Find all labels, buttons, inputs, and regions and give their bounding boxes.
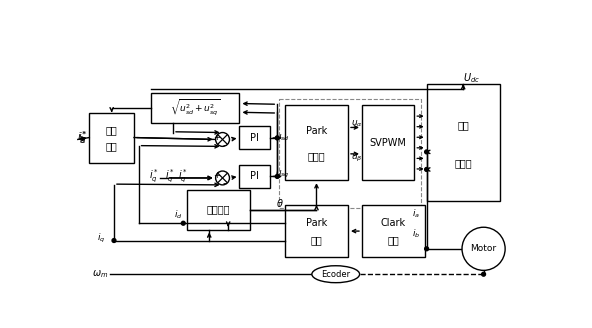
Bar bbox=[240, 165, 271, 188]
Text: $u_{sd}$: $u_{sd}$ bbox=[275, 133, 290, 143]
Text: 磁链观测: 磁链观测 bbox=[207, 205, 230, 215]
Bar bbox=[427, 84, 500, 201]
Circle shape bbox=[112, 238, 116, 242]
Circle shape bbox=[462, 227, 505, 270]
Text: $i_q^*$: $i_q^*$ bbox=[149, 168, 159, 185]
Text: +: + bbox=[213, 133, 220, 142]
Circle shape bbox=[424, 168, 429, 172]
Circle shape bbox=[181, 221, 185, 225]
Text: $u_{\beta}$: $u_{\beta}$ bbox=[351, 153, 363, 164]
Bar bbox=[362, 105, 414, 180]
Text: 三相: 三相 bbox=[457, 120, 469, 130]
Text: $i_a$: $i_a$ bbox=[413, 207, 420, 220]
Text: Park: Park bbox=[306, 126, 327, 136]
Text: 变换: 变换 bbox=[311, 236, 323, 246]
Text: SVPWM: SVPWM bbox=[369, 137, 407, 148]
Text: $u_{sq}$: $u_{sq}$ bbox=[275, 169, 289, 180]
Bar bbox=[89, 113, 134, 163]
Text: $\omega_m$: $\omega_m$ bbox=[92, 268, 109, 280]
Circle shape bbox=[482, 272, 485, 276]
Circle shape bbox=[275, 136, 279, 140]
Text: $u_{\alpha}$: $u_{\alpha}$ bbox=[351, 119, 363, 129]
Text: $i_q$: $i_q$ bbox=[97, 232, 105, 245]
Text: $i_b$: $i_b$ bbox=[412, 227, 420, 240]
Text: Clark: Clark bbox=[381, 218, 406, 228]
Circle shape bbox=[215, 133, 230, 146]
Text: PI: PI bbox=[250, 172, 259, 181]
Text: 逆变换: 逆变换 bbox=[308, 151, 325, 161]
Bar bbox=[362, 205, 425, 257]
Text: PI: PI bbox=[250, 133, 259, 143]
Bar bbox=[151, 93, 240, 123]
Text: $i_d^*$: $i_d^*$ bbox=[78, 130, 88, 146]
Text: 逆变器: 逆变器 bbox=[455, 159, 472, 169]
Circle shape bbox=[275, 174, 279, 178]
Text: -: - bbox=[223, 140, 226, 150]
Bar bbox=[240, 126, 271, 150]
Text: $\theta$: $\theta$ bbox=[276, 196, 284, 209]
Circle shape bbox=[424, 150, 429, 154]
Bar bbox=[285, 205, 348, 257]
Text: -: - bbox=[223, 178, 226, 188]
Text: $i_d$: $i_d$ bbox=[174, 209, 182, 221]
Circle shape bbox=[215, 171, 230, 185]
Text: $i_d^*$: $i_d^*$ bbox=[77, 130, 87, 146]
Text: 弱磁: 弱磁 bbox=[106, 125, 118, 135]
Bar bbox=[285, 105, 348, 180]
Text: $i_q^*$: $i_q^*$ bbox=[178, 168, 188, 185]
Text: $\sqrt{u_{sd}^2+u_{sq}^2}$: $\sqrt{u_{sd}^2+u_{sq}^2}$ bbox=[170, 98, 220, 118]
Text: Ecoder: Ecoder bbox=[321, 270, 350, 279]
Text: 控制: 控制 bbox=[106, 142, 118, 152]
Text: +: + bbox=[213, 171, 220, 180]
Bar bbox=[187, 190, 250, 230]
Text: Park: Park bbox=[306, 218, 327, 228]
Text: $U_{dc}$: $U_{dc}$ bbox=[463, 71, 480, 85]
Text: $i_q^*$: $i_q^*$ bbox=[165, 168, 175, 185]
Text: Motor: Motor bbox=[471, 244, 497, 253]
Bar bbox=[279, 99, 422, 208]
Ellipse shape bbox=[312, 266, 359, 283]
Text: 变换: 变换 bbox=[388, 236, 400, 246]
Circle shape bbox=[424, 247, 429, 251]
